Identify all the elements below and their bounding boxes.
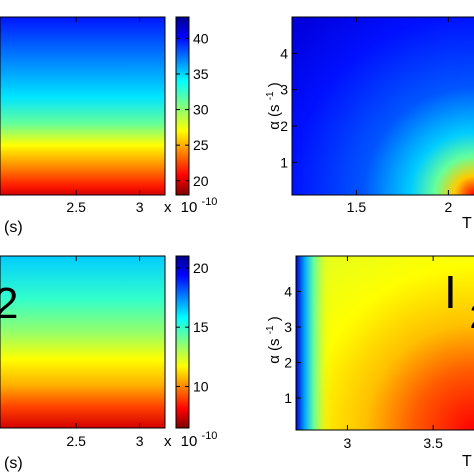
x-ticks	[75, 17, 141, 195]
x-axis-label: (s)	[4, 219, 23, 236]
x-tick-label: 3.5	[423, 435, 443, 451]
colorbar-tick-label: 30	[193, 102, 209, 118]
colorbar-multiplier-exp: -10	[202, 196, 218, 208]
colorbar-tick-label: 20	[193, 173, 209, 189]
y-tick-label: 3	[284, 319, 292, 335]
x-ticks	[355, 17, 449, 195]
y-axis-label-sup: -1	[265, 91, 276, 100]
heatmap-field	[0, 256, 165, 428]
x-tick-label: 2.5	[66, 199, 86, 215]
y-tick-label: 1	[280, 154, 288, 170]
colorbar-tick-label: 10	[193, 378, 209, 394]
panel-bottom-left: 2 2.5 3 (s) 10 15 20 x 10 -10	[0, 255, 217, 472]
axes-frame	[291, 16, 474, 196]
colorbar-ticks: 20 25 30 35 40	[176, 30, 209, 189]
panel-top-right: 1 2 3 4 1.5 2 T α (s -1 )	[260, 16, 474, 232]
y-axis-label: α (s -1 )	[260, 82, 283, 130]
y-tick-label: 3	[280, 82, 288, 98]
y-axis-label-main: α	[266, 355, 283, 364]
colorbar-multiplier-base: 10	[181, 199, 198, 216]
x-tick-label: 1.5	[347, 199, 367, 215]
colorbar-multiplier-prefix: x	[164, 433, 172, 450]
colorbar-gradient	[176, 256, 189, 428]
colorbar-multiplier-prefix: x	[164, 199, 172, 216]
x-tick-label: 2.5	[66, 433, 86, 449]
colorbar-tick-label: 35	[193, 66, 209, 82]
x-ticks	[346, 256, 434, 430]
y-tick-label: 4	[284, 284, 292, 300]
panel-bottom-right: I 2 1 2 3 4 3 3.5 T α (s -1 )	[260, 255, 474, 470]
colorbar-multiplier: x 10 -10	[164, 430, 217, 450]
y-axis-label-main: α	[266, 121, 283, 130]
colorbar-tick-label: 15	[193, 319, 209, 335]
colorbar: 20 25 30 35 40 x 10 -10	[164, 16, 217, 216]
x-axis-label: T	[462, 215, 472, 232]
colorbar: 10 15 20 x 10 -10	[164, 255, 217, 450]
panel-annotation-sub: 2	[470, 298, 474, 336]
y-tick-label: 2	[284, 355, 292, 371]
colorbar-ticks: 10 15 20	[176, 260, 209, 394]
x-tick-label: 2	[445, 199, 453, 215]
heatmap-field	[292, 17, 474, 195]
y-tick-label: 1	[284, 390, 292, 406]
colorbar-tick-label: 25	[193, 137, 209, 153]
x-axis-label: T	[462, 453, 472, 470]
x-ticks	[75, 256, 141, 428]
colorbar-frame	[175, 255, 190, 429]
y-axis-label-open: (s	[266, 338, 283, 351]
axes-frame	[0, 16, 166, 196]
x-tick-label: 3	[344, 435, 352, 451]
x-tick-label: 3	[136, 433, 144, 449]
colorbar-multiplier-base: 10	[181, 433, 198, 450]
colorbar-gradient	[176, 17, 189, 195]
panel-annotation: 2	[0, 279, 18, 328]
axes-frame	[295, 255, 474, 431]
axes-frame	[0, 255, 166, 429]
y-axis-label-close: )	[266, 316, 283, 321]
x-axis-label: (s)	[4, 455, 23, 472]
colorbar-tick-label: 40	[193, 30, 209, 46]
y-ticks: 1 2 3 4	[280, 45, 297, 170]
y-tick-label: 4	[280, 45, 288, 61]
y-tick-label: 2	[280, 118, 288, 134]
panel-top-left: 2.5 3 (s) 20 25 30 35 40 x 10 -10	[0, 16, 217, 236]
panel-annotation: I 2	[444, 266, 474, 336]
heatmap-left-edge	[296, 256, 474, 430]
colorbar-tick-label: 20	[193, 260, 209, 276]
colorbar-multiplier: x 10 -10	[164, 196, 217, 216]
y-axis-label-sup: -1	[265, 325, 276, 334]
colorbar-multiplier-exp: -10	[202, 430, 218, 442]
colorbar-frame	[175, 16, 190, 196]
y-ticks: 1 2 3 4	[284, 284, 301, 406]
y-axis-label-open: (s	[266, 104, 283, 117]
x-tick-label: 3	[136, 199, 144, 215]
panel-annotation-letter: I	[444, 266, 457, 318]
heatmap-field	[0, 17, 165, 195]
y-axis-label-close: )	[266, 82, 283, 87]
y-axis-label: α (s -1 )	[260, 316, 283, 364]
